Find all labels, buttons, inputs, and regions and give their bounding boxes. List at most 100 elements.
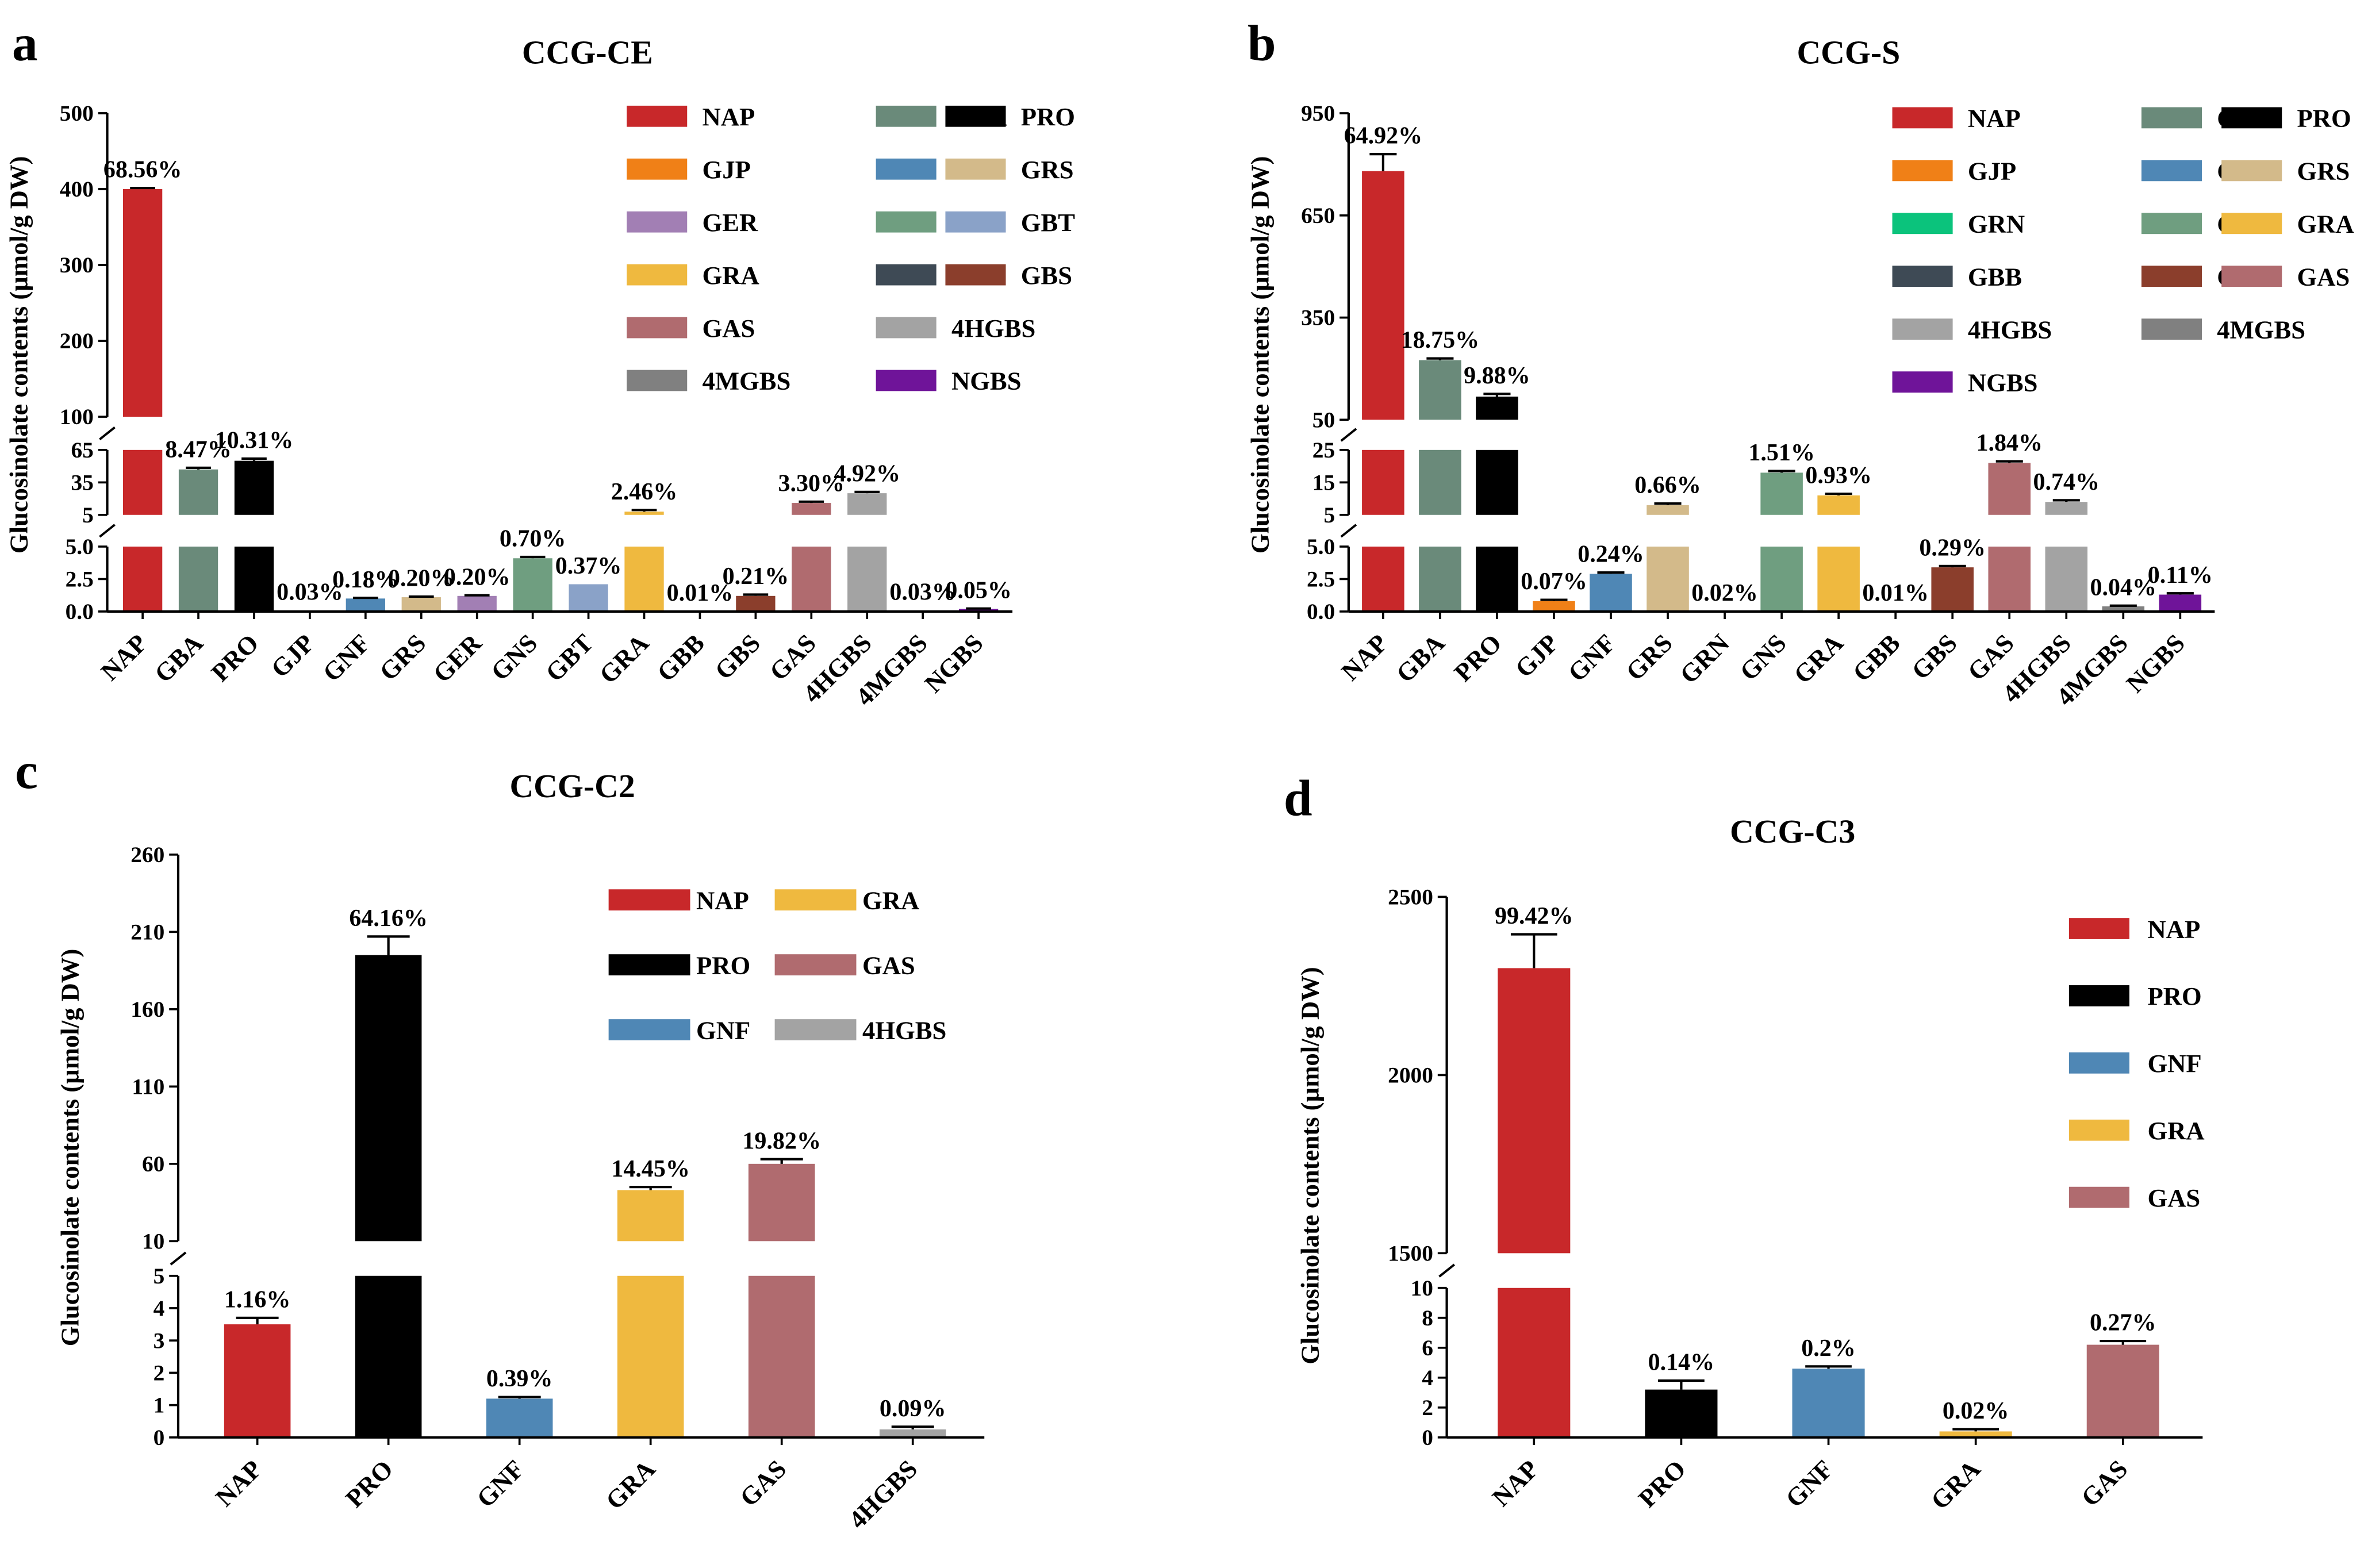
panel-a-y-tick-label: 5 [82, 502, 94, 528]
panel-b-legend-swatch-grs [2221, 160, 2282, 182]
panel-a-bar-ger-seg0 [457, 595, 497, 612]
panel-c-x-tick-gra: GRA [600, 1454, 661, 1515]
panel-b-y-tick-label: 5.0 [1307, 534, 1335, 559]
panel-a-legend-swatch-pro [945, 105, 1006, 127]
panel-a-x-tick-gbs: GBS [709, 628, 766, 685]
panel-c-bar-gra-seg0 [617, 1275, 684, 1438]
panel-d-legend-swatch-gas [2068, 1186, 2129, 1208]
panel-c-y-tick-label: 110 [132, 1074, 164, 1099]
panel-a-x-tick-gbb: GBB [651, 628, 710, 687]
panel-b-y-tick-label: 5 [1323, 502, 1335, 528]
panel-d-title: CCG-C3 [1730, 813, 1855, 850]
panel-c-error-bar-gra [629, 1186, 672, 1190]
panel-d-error-bar-gas [2100, 1339, 2147, 1345]
panel-a-percent-label-ger: 0.20% [444, 564, 511, 590]
panel-d-percent-label-gnf: 0.2% [1801, 1335, 1856, 1362]
panel-b-error-bar-nap [1369, 153, 1397, 171]
panel-a-x-tick-grs: GRS [374, 628, 431, 686]
panel-a-bar-nap-seg1 [122, 449, 163, 515]
panel-d-bar-gas-seg0 [2086, 1344, 2159, 1438]
panel-a-bar-gas-seg0 [792, 546, 831, 612]
panel-a-bar-ngbs-seg0 [958, 609, 999, 612]
panel-a-bar-gbt-seg0 [569, 584, 608, 612]
panel-d-bar-gnf-seg0 [1792, 1369, 1865, 1438]
panel-b-bar-4mgbs-seg0 [2102, 606, 2145, 612]
panel-b-error-bar-pro [1483, 393, 1511, 397]
panel-a-error-bar-gra [631, 509, 657, 512]
panel-b-legend-label-grs: GRS [2297, 157, 2350, 186]
panel-a-bar-gra-seg0 [624, 546, 664, 612]
panel-a-percent-label-gjp: 0.03% [277, 579, 343, 606]
panel-a-axis-break [99, 524, 116, 538]
panel-a-error-bar-gba [186, 466, 211, 470]
panel-b-bar-gba-seg0 [1419, 546, 1461, 612]
panel-b-legend-label-ngbs: NGBS [1968, 368, 2038, 397]
panel-d-y-tick-label: 2 [1422, 1395, 1433, 1420]
panel-b-legend-swatch-gbb [1892, 266, 1953, 287]
panel-b-bar-pro-seg2 [1476, 396, 1518, 420]
panel-d-legend-label-gnf: GNF [2147, 1049, 2201, 1078]
panel-a-legend-label-gjp: GJP [703, 155, 751, 184]
panel-c-y-tick-label: 3 [153, 1328, 165, 1353]
panel-a-percent-label-ngbs: 0.05% [945, 577, 1012, 604]
panel-a-bar-gas-seg1 [792, 503, 831, 515]
panel-a-legend-swatch-gas [627, 317, 688, 339]
panel-b-bar-gjp-seg0 [1533, 601, 1575, 612]
panel-b-bar-gnf-seg0 [1590, 574, 1632, 612]
panel-d-error-bar-pro [1658, 1379, 1705, 1390]
panel-a-bar-4hgbs-seg1 [847, 493, 887, 515]
panel-b-y-tick-label: 50 [1312, 407, 1335, 432]
panel-a-legend-label-4mgbs: 4MGBS [703, 367, 791, 395]
panel-c-y-tick-label: 2 [153, 1361, 165, 1386]
panel-a-y-tick-label: 5.0 [66, 534, 94, 559]
panel-c-y-tick-label: 60 [142, 1151, 164, 1177]
panel-b-error-bar-gbs [1939, 564, 1966, 568]
panel-a-x-tick-gba: GBA [149, 628, 209, 688]
panel-b-bar-pro-seg0 [1476, 546, 1518, 612]
panel-b-legend-label-4hgbs: 4HGBS [1968, 315, 2052, 344]
panel-a-legend-label-nap: NAP [703, 102, 755, 131]
panel-b-percent-label-gbs: 0.29% [1919, 535, 1986, 561]
panel-a-bar-gra-seg1 [624, 512, 664, 515]
panel-a-percent-label-gas: 3.30% [778, 470, 845, 497]
panel-c-y-tick-label: 0 [153, 1425, 165, 1450]
panel-b-error-bar-gra [1825, 492, 1852, 495]
panel-a-percent-label-gra: 2.46% [611, 479, 678, 505]
panel-c-bar-gnf-seg0 [486, 1398, 553, 1438]
panel-b-legend-swatch-pro [2221, 107, 2282, 129]
panel-b-legend-label-gbb: GBB [1968, 262, 2022, 291]
panel-d-chart: d CCG-C3 Glucosinolate contents (µmol/g DW… [1284, 770, 2205, 1515]
panel-d-error-bar-nap [1510, 933, 1557, 969]
panel-b-percent-label-gra: 0.93% [1805, 463, 1872, 489]
panel-a-percent-label-grs: 0.20% [388, 566, 455, 592]
panel-c-percent-label-4hgbs: 0.09% [880, 1396, 946, 1422]
panel-d-percent-label-gas: 0.27% [2090, 1310, 2156, 1336]
panel-b-bar-nap-seg0 [1362, 546, 1404, 612]
panel-b-legend-swatch-gra [2221, 213, 2282, 235]
panel-a-x-tick-ngbs: NGBS [919, 628, 988, 698]
panel-c-legend-label-4hgbs: 4HGBS [862, 1016, 946, 1044]
panel-a-x-tick-gnf: GNF [317, 628, 375, 687]
panel-a-bar-gbs-seg0 [736, 595, 776, 612]
panel-d-x-tick-gra: GRA [1925, 1454, 1986, 1515]
panel-c-x-tick-gnf: GNF [471, 1454, 529, 1513]
panel-b-x-tick-nap: NAP [1335, 628, 1393, 686]
panel-d-legend-swatch-gra [2068, 1119, 2129, 1141]
panel-c-error-bar-nap [236, 1316, 279, 1325]
panel-b-legend-swatch-grn [1892, 213, 1953, 235]
panel-a-percent-label-nap: 68.56% [103, 157, 182, 183]
panel-b-percent-label-grs: 0.66% [1634, 472, 1701, 499]
panel-b-x-tick-gra: GRA [1788, 628, 1849, 689]
panel-b-legend-swatch-4hgbs [1892, 318, 1953, 340]
panel-b-percent-label-gba: 18.75% [1401, 327, 1480, 353]
panel-b-y-tick-label: 25 [1312, 437, 1335, 463]
panel-c-y-tick-label: 160 [131, 997, 164, 1022]
panel-c-legend-label-nap: NAP [696, 886, 749, 914]
panel-a-legend-swatch-gjp [627, 158, 688, 180]
panel-d-y-tick-label: 2500 [1388, 885, 1433, 910]
panel-b-x-tick-gns: GNS [1734, 628, 1791, 686]
panel-a-legend-label-gra: GRA [703, 261, 759, 290]
panel-b-y-tick-label: 650 [1301, 203, 1335, 228]
panel-a-y-tick-label: 65 [71, 437, 93, 463]
panel-c-chart: c CCG-C2 Glucosinolate contents (µmol/g DW… [15, 743, 985, 1534]
